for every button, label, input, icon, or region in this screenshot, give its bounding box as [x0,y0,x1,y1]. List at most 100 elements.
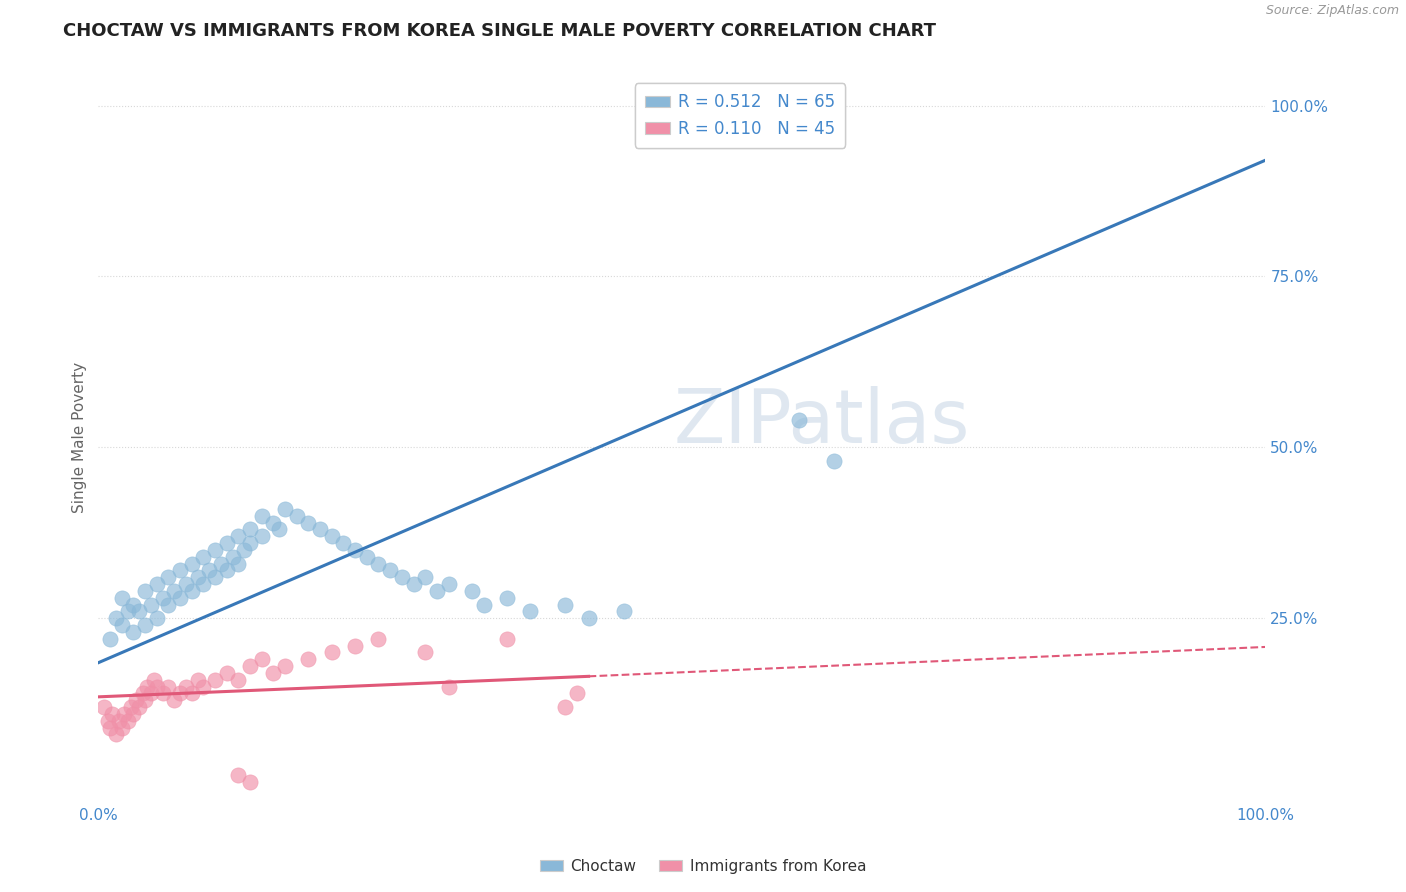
Point [117,714,139,728]
Point [495,632,517,646]
Point [169,591,191,605]
Point [93,700,115,714]
Point [472,598,495,612]
Point [554,700,576,714]
Point [228,768,250,782]
Point [111,721,134,735]
Point [239,536,262,550]
Point [97,714,120,728]
Point [108,714,131,728]
Point [613,604,636,618]
Point [187,673,209,687]
Point [437,577,460,591]
Point [228,673,250,687]
Point [180,583,202,598]
Point [262,665,284,680]
Point [112,706,135,721]
Point [152,591,174,605]
Point [163,583,186,598]
Point [321,529,343,543]
Point [413,645,436,659]
Point [391,570,413,584]
Point [180,557,202,571]
Point [262,516,284,530]
Point [437,680,460,694]
Point [344,639,367,653]
Point [209,557,232,571]
Point [554,598,576,612]
Point [367,632,389,646]
Point [143,673,166,687]
Point [321,645,343,659]
Point [578,611,600,625]
Point [122,598,145,612]
Point [193,577,215,591]
Point [193,680,215,694]
Point [204,542,226,557]
Point [104,611,127,625]
Point [157,570,180,584]
Point [204,570,226,584]
Point [204,673,226,687]
Point [157,680,180,694]
Point [344,542,367,557]
Point [187,570,209,584]
Point [367,557,389,571]
Point [309,522,332,536]
Point [117,604,139,618]
Point [297,516,319,530]
Point [269,522,291,536]
Point [193,549,215,564]
Point [239,522,262,536]
Point [122,624,145,639]
Y-axis label: Single Male Poverty: Single Male Poverty [72,361,87,513]
Point [98,721,121,735]
Point [274,501,297,516]
Point [519,604,541,618]
Point [139,598,162,612]
Point [180,686,202,700]
Point [228,557,250,571]
Point [134,693,156,707]
Text: CHOCTAW VS IMMIGRANTS FROM KOREA SINGLE MALE POVERTY CORRELATION CHART: CHOCTAW VS IMMIGRANTS FROM KOREA SINGLE … [63,22,936,40]
Point [169,563,191,577]
Point [565,686,588,700]
Point [146,577,169,591]
Point [134,583,156,598]
Point [98,632,121,646]
Point [146,611,169,625]
Point [378,563,402,577]
Point [274,659,297,673]
Point [125,693,148,707]
Point [228,529,250,543]
Point [157,598,180,612]
Point [426,583,449,598]
Point [402,577,425,591]
Point [250,652,273,666]
Point [122,706,145,721]
Point [111,591,134,605]
Point [297,652,319,666]
Point [128,604,150,618]
Point [163,693,186,707]
Point [104,727,127,741]
Point [250,529,273,543]
Point [285,508,308,523]
Point [174,577,197,591]
Point [250,508,273,523]
Point [169,686,191,700]
Point [134,618,156,632]
Point [215,536,238,550]
Point [332,536,354,550]
Point [136,680,159,694]
Point [215,563,238,577]
Legend: Choctaw, Immigrants from Korea: Choctaw, Immigrants from Korea [534,853,872,880]
Point [132,686,155,700]
Point [174,680,197,694]
Point [139,686,162,700]
Point [111,618,134,632]
Point [198,563,221,577]
Point [495,591,517,605]
Point [233,542,256,557]
Point [461,583,484,598]
